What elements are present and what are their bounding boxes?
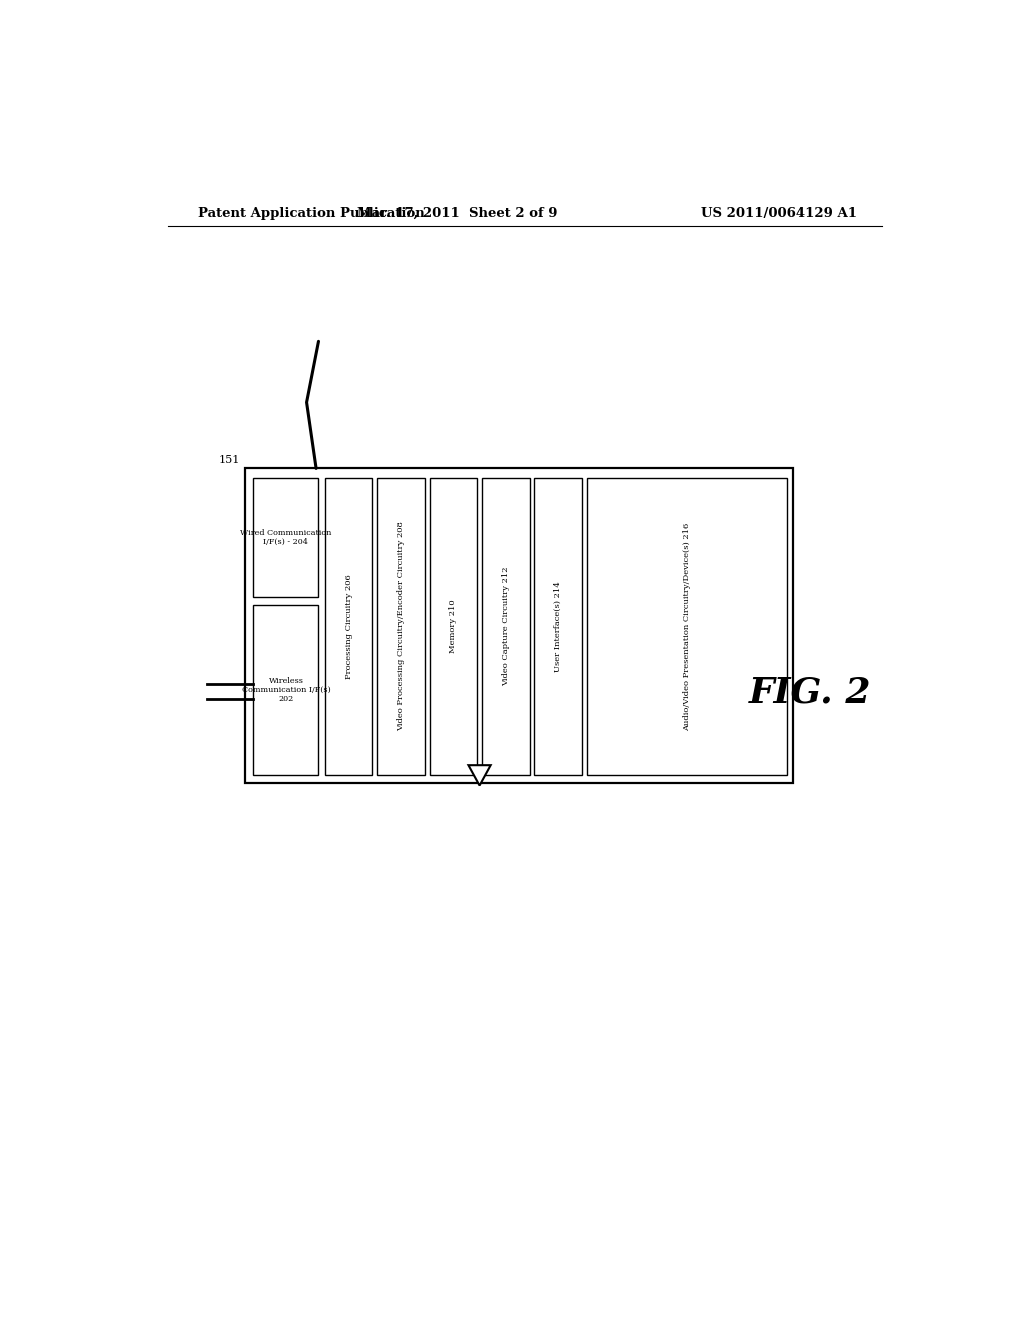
Text: Video Processing Circuitry/Encoder Circuitry 208: Video Processing Circuitry/Encoder Circu… <box>397 521 406 731</box>
FancyBboxPatch shape <box>482 478 529 775</box>
Polygon shape <box>468 766 490 785</box>
Text: Patent Application Publication: Patent Application Publication <box>198 207 425 220</box>
Text: US 2011/0064129 A1: US 2011/0064129 A1 <box>700 207 857 220</box>
Text: Video Capture Circuitry 212: Video Capture Circuitry 212 <box>502 566 510 686</box>
FancyBboxPatch shape <box>377 478 425 775</box>
FancyBboxPatch shape <box>325 478 373 775</box>
Text: Memory 210: Memory 210 <box>450 599 458 653</box>
FancyBboxPatch shape <box>535 478 582 775</box>
FancyBboxPatch shape <box>430 478 477 775</box>
Text: Wireless
Communication I/F(s)
202: Wireless Communication I/F(s) 202 <box>242 677 331 704</box>
Text: Processing Circuitry 206: Processing Circuitry 206 <box>345 574 352 678</box>
Text: Wired Communication
I/F(s) - 204: Wired Communication I/F(s) - 204 <box>241 529 332 546</box>
Text: Audio/Video Presentation Circuitry/Device(s) 216: Audio/Video Presentation Circuitry/Devic… <box>683 523 691 730</box>
Text: 151: 151 <box>218 455 240 466</box>
FancyBboxPatch shape <box>253 478 318 598</box>
Text: User Interface(s) 214: User Interface(s) 214 <box>554 581 562 672</box>
Text: Mar. 17, 2011  Sheet 2 of 9: Mar. 17, 2011 Sheet 2 of 9 <box>357 207 558 220</box>
FancyBboxPatch shape <box>253 605 318 775</box>
Text: FIG. 2: FIG. 2 <box>750 675 871 709</box>
FancyBboxPatch shape <box>246 469 793 784</box>
FancyBboxPatch shape <box>587 478 787 775</box>
